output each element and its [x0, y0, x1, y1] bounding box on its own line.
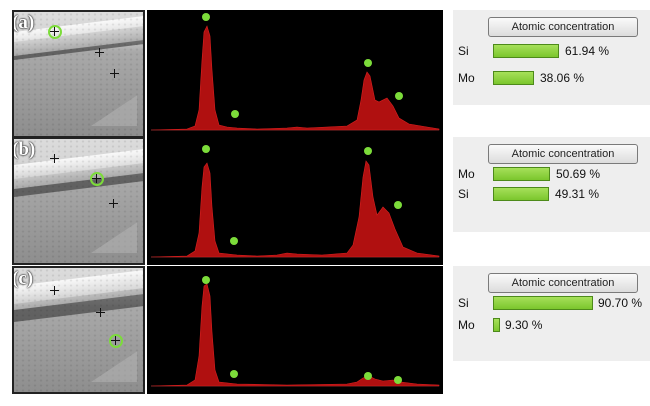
panel-a: (a) Atomic concentration Si 61.94 % Mo 3…: [0, 10, 650, 141]
concentration-value: 50.69 %: [556, 167, 601, 181]
concentration-row: Si 61.94 %: [453, 42, 650, 60]
concentration-bar: [493, 318, 500, 332]
peak-marker-icon: [394, 376, 402, 384]
selected-point-marker[interactable]: [109, 334, 123, 348]
peak-marker-icon: [364, 372, 372, 380]
crosshair-icon[interactable]: [50, 154, 59, 163]
peak-marker-icon: [231, 110, 239, 118]
atomic-concentration-header[interactable]: Atomic concentration: [488, 17, 638, 37]
atomic-concentration-header[interactable]: Atomic concentration: [488, 273, 638, 293]
spectrum-chart-c: [147, 266, 443, 394]
panel-c: (c) Atomic concentration Si 90.70 % Mo 9…: [0, 266, 650, 397]
selected-point-marker[interactable]: [48, 25, 62, 39]
concentration-value: 49.31 %: [555, 187, 600, 201]
peak-marker-icon: [202, 276, 210, 284]
element-label: Mo: [458, 318, 475, 332]
concentration-row: Si 90.70 %: [453, 294, 650, 312]
atomic-concentration-header[interactable]: Atomic concentration: [488, 144, 638, 164]
peak-marker-icon: [230, 237, 238, 245]
concentration-value: 9.30 %: [505, 318, 543, 332]
atomic-concentration-panel-a: Atomic concentration Si 61.94 % Mo 38.06…: [453, 10, 650, 105]
peak-marker-icon: [202, 145, 210, 153]
spectrum-plot: [150, 145, 440, 258]
peak-marker-icon: [230, 370, 238, 378]
crosshair-icon[interactable]: [50, 286, 59, 295]
crosshair-icon[interactable]: [111, 336, 120, 345]
selected-point-marker[interactable]: [90, 172, 104, 186]
peak-marker-icon: [394, 201, 402, 209]
spectrum-plot: [150, 276, 440, 387]
element-label: Si: [458, 296, 469, 310]
panel-label: (a): [12, 12, 35, 33]
atomic-concentration-panel-c: Atomic concentration Si 90.70 % Mo 9.30 …: [453, 266, 650, 361]
panel-label: (c): [12, 268, 34, 289]
peak-marker-icon: [364, 59, 372, 67]
panel-label: (b): [12, 139, 36, 160]
atomic-concentration-panel-b: Atomic concentration Mo 50.69 % Si 49.31…: [453, 137, 650, 232]
concentration-bar: [493, 71, 534, 85]
crosshair-icon[interactable]: [96, 308, 105, 317]
spectrum-chart-a: [147, 10, 443, 138]
concentration-bar: [493, 187, 549, 201]
crosshair-icon[interactable]: [95, 48, 104, 57]
sem-image-a[interactable]: (a): [12, 10, 145, 138]
concentration-value: 61.94 %: [565, 44, 610, 58]
element-label: Si: [458, 44, 469, 58]
sem-image-c[interactable]: (c): [12, 266, 145, 394]
spectrum-chart-b: [147, 137, 443, 265]
panel-b: (b) Atomic concentration Mo 50.69 % Si 4…: [0, 137, 650, 268]
element-label: Mo: [458, 167, 475, 181]
peak-marker-icon: [364, 147, 372, 155]
concentration-bar: [493, 296, 593, 310]
concentration-row: Mo 50.69 %: [453, 165, 650, 183]
element-label: Mo: [458, 71, 475, 85]
crosshair-icon[interactable]: [110, 69, 119, 78]
peak-marker-icon: [202, 13, 210, 21]
crosshair-icon[interactable]: [92, 174, 101, 183]
concentration-row: Mo 38.06 %: [453, 69, 650, 87]
concentration-value: 90.70 %: [598, 296, 643, 310]
concentration-bar: [493, 167, 550, 181]
peak-marker-icon: [395, 92, 403, 100]
spectrum-plot: [150, 13, 440, 131]
crosshair-icon[interactable]: [50, 27, 59, 36]
element-label: Si: [458, 187, 469, 201]
concentration-value: 38.06 %: [540, 71, 585, 85]
concentration-bar: [493, 44, 559, 58]
crosshair-icon[interactable]: [109, 199, 118, 208]
concentration-row: Si 49.31 %: [453, 185, 650, 203]
concentration-row: Mo 9.30 %: [453, 316, 650, 334]
sem-image-b[interactable]: (b): [12, 137, 145, 265]
